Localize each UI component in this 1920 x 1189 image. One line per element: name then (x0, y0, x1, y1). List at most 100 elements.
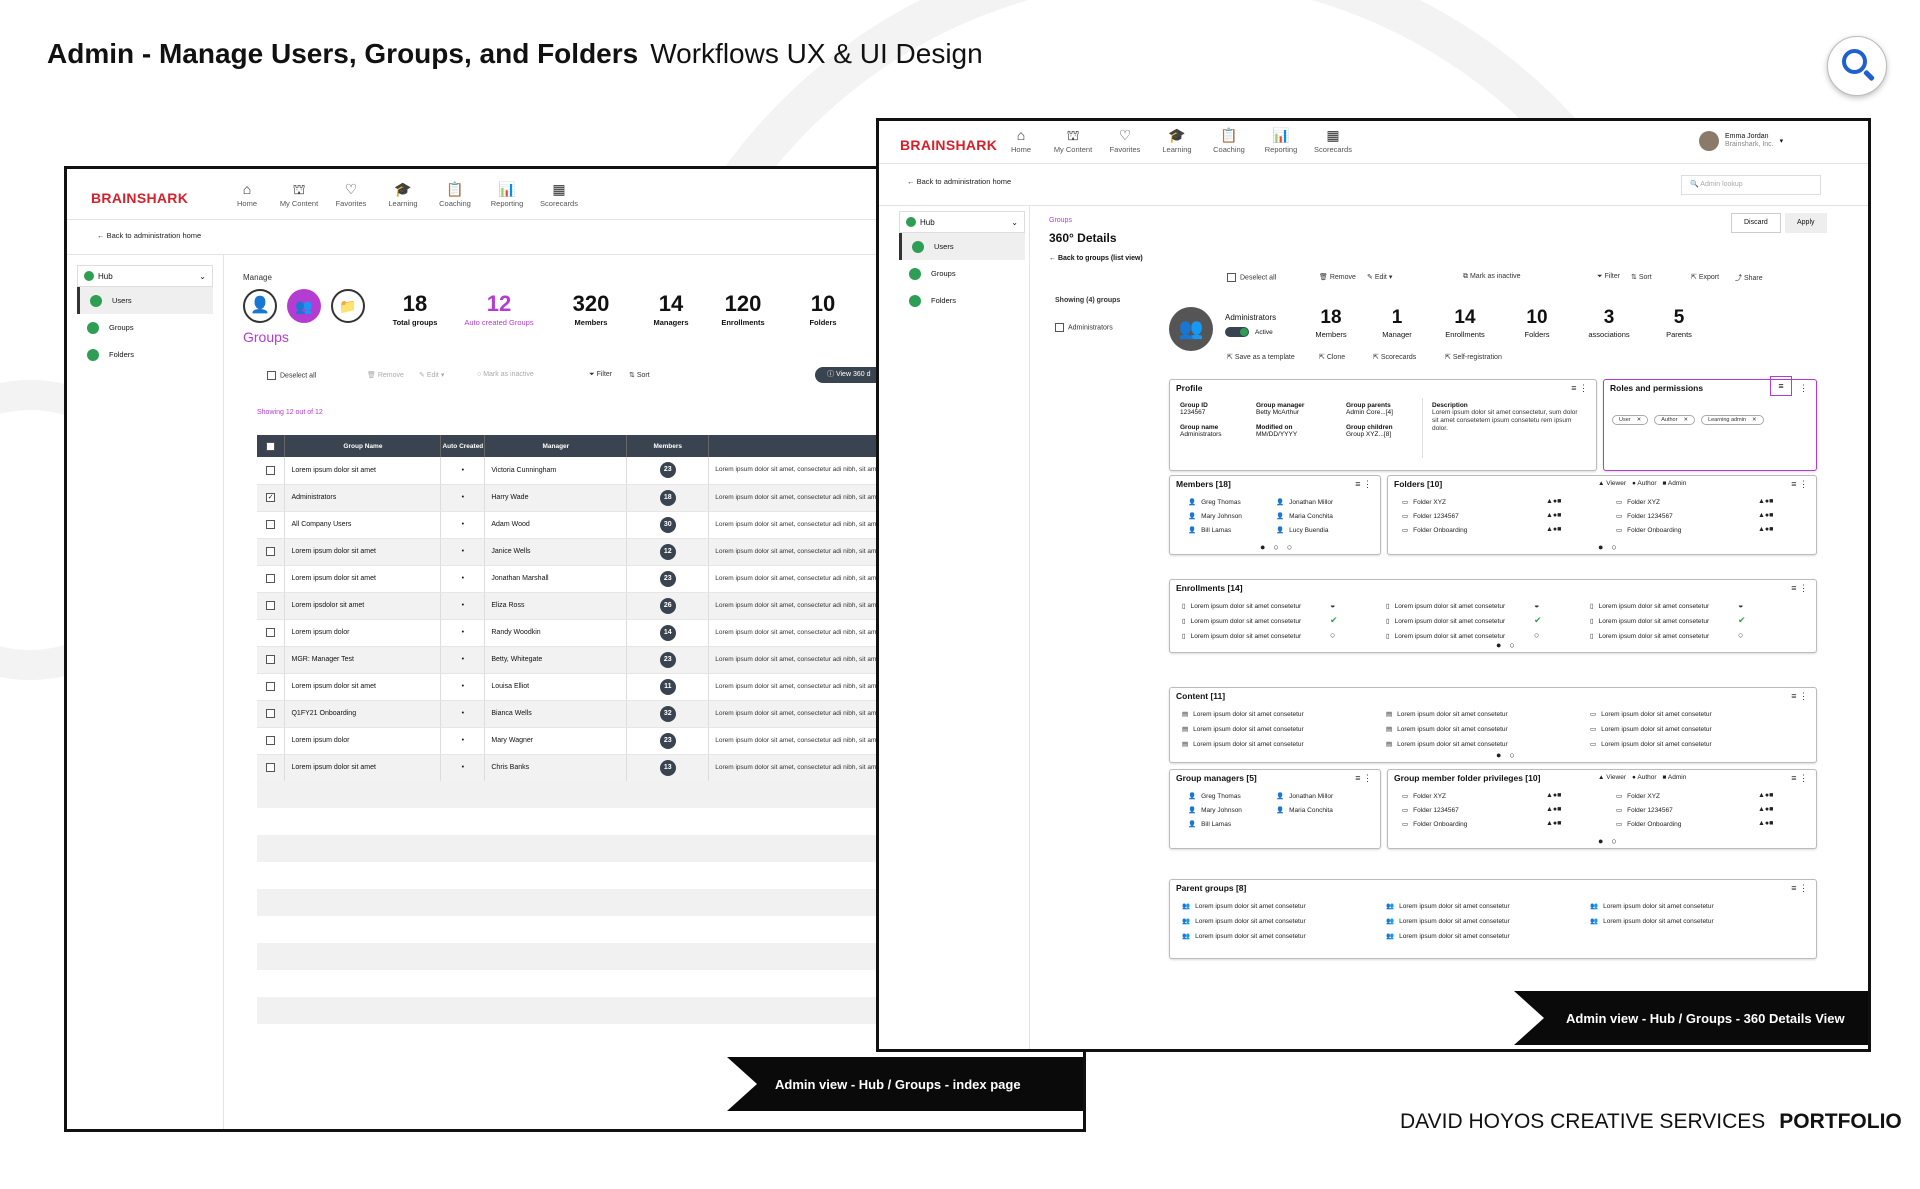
list-item[interactable]: ▭ Folder XYZ (1616, 498, 1660, 506)
cell-group-name[interactable]: Lorem ipsdolor sit amet (284, 592, 442, 620)
sidebar-item-groups[interactable]: Groups (899, 260, 1025, 287)
scorecards-button[interactable]: ⇱ Scorecards (1373, 354, 1417, 361)
edit-button-right[interactable]: ✎ Edit ▾ (1367, 274, 1393, 281)
cell-group-name[interactable]: Lorem ipsum dolor sit amet (284, 673, 442, 701)
row-checkbox[interactable] (257, 619, 286, 647)
list-item[interactable]: 👥 Lorem ipsum dolor sit amet consetetur (1590, 902, 1714, 910)
nav-item-learning[interactable]: 🎓 Learning (377, 181, 429, 208)
nav-item-favorites[interactable]: ♡ Favorites (1099, 127, 1151, 154)
list-item[interactable]: ▤ Lorem ipsum dolor sit amet consetetur (1386, 725, 1508, 733)
list-item[interactable]: ▤ Lorem ipsum dolor sit amet consetetur (1182, 725, 1304, 733)
list-item[interactable]: 👥 Lorem ipsum dolor sit amet consetetur (1386, 932, 1510, 940)
list-item[interactable]: 👥 Lorem ipsum dolor sit amet consetetur (1182, 917, 1306, 925)
nav-item-reporting[interactable]: 📊 Reporting (481, 181, 533, 208)
folders-circle-button[interactable]: 📁 (331, 289, 365, 323)
list-item[interactable]: 👤 Mary Johnson (1188, 512, 1242, 520)
list-item[interactable]: ▭ Folder 1234567 (1616, 806, 1673, 814)
card-menu-icon[interactable]: ≡ ⋮ (1791, 883, 1808, 893)
cell-group-name[interactable]: All Company Users (284, 511, 442, 539)
role-chip[interactable]: Author ✕ (1654, 415, 1696, 425)
list-item[interactable]: 👥 Lorem ipsum dolor sit amet consetetur (1182, 932, 1306, 940)
back-link[interactable]: ← Back to administration home (97, 231, 202, 240)
sidebar-item-users[interactable]: Users (77, 287, 213, 314)
breadcrumb-groups[interactable]: Groups (1049, 217, 1072, 224)
list-item[interactable]: 👤 Lucy Buendia (1276, 526, 1328, 534)
list-item[interactable]: 👥 Lorem ipsum dolor sit amet consetetur (1590, 917, 1714, 925)
sidebar-item-folders[interactable]: Folders (899, 287, 1025, 314)
list-item[interactable]: 👤 Maria Conchita (1276, 806, 1333, 814)
row-checkbox[interactable] (257, 646, 286, 674)
pagination-dots[interactable]: ●○ (1598, 836, 1625, 846)
save-template-button[interactable]: ⇱ Save as a template (1227, 354, 1295, 361)
sidebar-item-folders[interactable]: Folders (77, 341, 213, 368)
list-item[interactable]: ▭ Folder 1234567 (1402, 806, 1459, 814)
list-item[interactable]: 👤 Bill Lamas (1188, 820, 1231, 828)
list-item[interactable]: ▭ Folder 1234567 (1616, 512, 1673, 520)
row-checkbox[interactable] (257, 457, 286, 485)
header-group-name[interactable]: Group Name (284, 435, 442, 457)
row-checkbox[interactable] (257, 538, 286, 566)
card-menu-icon[interactable]: ≡ ⋮ (1571, 383, 1588, 393)
nav-item-favorites[interactable]: ♡ Favorites (325, 181, 377, 208)
clone-button[interactable]: ⇱ Clone (1319, 354, 1346, 361)
row-checkbox[interactable] (257, 565, 286, 593)
row-checkbox[interactable] (257, 754, 286, 782)
nav-item-scorecards[interactable]: ▦ Scorecards (533, 181, 585, 208)
header-select[interactable] (257, 435, 286, 457)
list-item[interactable]: ▭ Folder 1234567 (1402, 512, 1459, 520)
list-view-icon[interactable]: ≡ (1770, 376, 1792, 396)
list-item[interactable]: ▯ Lorem ipsum dolor sit amet consetetur (1182, 632, 1301, 640)
row-checkbox[interactable] (257, 673, 286, 701)
list-item[interactable]: ▭ Folder Onboarding (1616, 820, 1681, 828)
list-item[interactable]: 👤 Jonathan Millor (1276, 498, 1333, 506)
list-item[interactable]: 👤 Jonathan Millor (1276, 792, 1333, 800)
nav-item-my-content[interactable]: ⛫ My Content (273, 181, 325, 208)
export-button[interactable]: ⇱ Export (1691, 274, 1720, 281)
row-checkbox[interactable] (257, 511, 286, 539)
list-item[interactable]: ▭ Lorem ipsum dolor sit amet consetetur (1590, 740, 1712, 748)
card-menu-icon[interactable]: ≡ ⋮ (1355, 773, 1372, 783)
remove-button[interactable]: 🗑 Remove (367, 372, 404, 379)
list-item-administrators[interactable]: Administrators (1055, 323, 1113, 332)
sort-button[interactable]: ⇅ Sort (629, 371, 650, 379)
sidebar-item-groups[interactable]: Groups (77, 314, 213, 341)
card-menu-icon[interactable]: ⋮ (1799, 383, 1808, 393)
cell-group-name[interactable]: Lorem ipsum dolor (284, 727, 442, 755)
row-checkbox[interactable] (257, 592, 286, 620)
cell-group-name[interactable]: Lorem ipsum dolor sit amet (284, 565, 442, 593)
nav-item-scorecards[interactable]: ▦ Scorecards (1307, 127, 1359, 154)
list-item[interactable]: ▯ Lorem ipsum dolor sit amet consetetur (1386, 602, 1505, 610)
list-item[interactable]: 👥 Lorem ipsum dolor sit amet consetetur (1182, 902, 1306, 910)
pagination-dots[interactable]: ●○○ (1260, 542, 1301, 552)
list-item[interactable]: ▤ Lorem ipsum dolor sit amet consetetur (1182, 740, 1304, 748)
pagination-dots[interactable]: ●○ (1496, 640, 1523, 650)
admin-lookup-input[interactable]: 🔍 Admin lookup (1681, 175, 1821, 195)
header-auto-created[interactable]: Auto Created (440, 435, 486, 457)
users-circle-button[interactable]: 👤 (243, 289, 277, 323)
row-checkbox[interactable]: ✓ (257, 484, 286, 512)
groups-circle-button[interactable]: 👥 (287, 289, 321, 323)
deselect-all-right[interactable]: Deselect all (1227, 273, 1276, 282)
row-checkbox[interactable] (257, 727, 286, 755)
pagination-dots[interactable]: ●○ (1496, 750, 1523, 760)
list-item[interactable]: 👤 Bill Lamas (1188, 526, 1231, 534)
cell-group-name[interactable]: Lorem ipsum dolor sit amet (284, 457, 442, 485)
list-item[interactable]: 👤 Greg Thomas (1188, 792, 1241, 800)
back-to-groups-link[interactable]: ← Back to groups (list view) (1049, 255, 1143, 262)
nav-item-coaching[interactable]: 📋 Coaching (1203, 127, 1255, 154)
filter-button-right[interactable]: ⏷ Filter (1597, 273, 1621, 280)
list-item[interactable]: ▯ Lorem ipsum dolor sit amet consetetur (1182, 617, 1301, 625)
list-item[interactable]: ▯ Lorem ipsum dolor sit amet consetetur (1590, 632, 1709, 640)
self-registration-button[interactable]: ⇱ Self-registration (1445, 354, 1502, 361)
list-item[interactable]: 👤 Greg Thomas (1188, 498, 1241, 506)
list-item[interactable]: 👤 Maria Conchita (1276, 512, 1333, 520)
cell-group-name[interactable]: Lorem ipsum dolor (284, 619, 442, 647)
hub-dropdown[interactable]: Hub ⌄ (77, 265, 213, 287)
list-item[interactable]: ▭ Lorem ipsum dolor sit amet consetetur (1590, 710, 1712, 718)
sort-button-right[interactable]: ⇅ Sort (1631, 274, 1652, 281)
view-360-button[interactable]: ⓘ View 360 d (815, 367, 895, 383)
pagination-dots[interactable]: ●○ (1598, 542, 1625, 552)
nav-item-learning[interactable]: 🎓 Learning (1151, 127, 1203, 154)
row-checkbox[interactable] (257, 700, 286, 728)
role-chip[interactable]: Learning admin ✕ (1701, 415, 1764, 425)
